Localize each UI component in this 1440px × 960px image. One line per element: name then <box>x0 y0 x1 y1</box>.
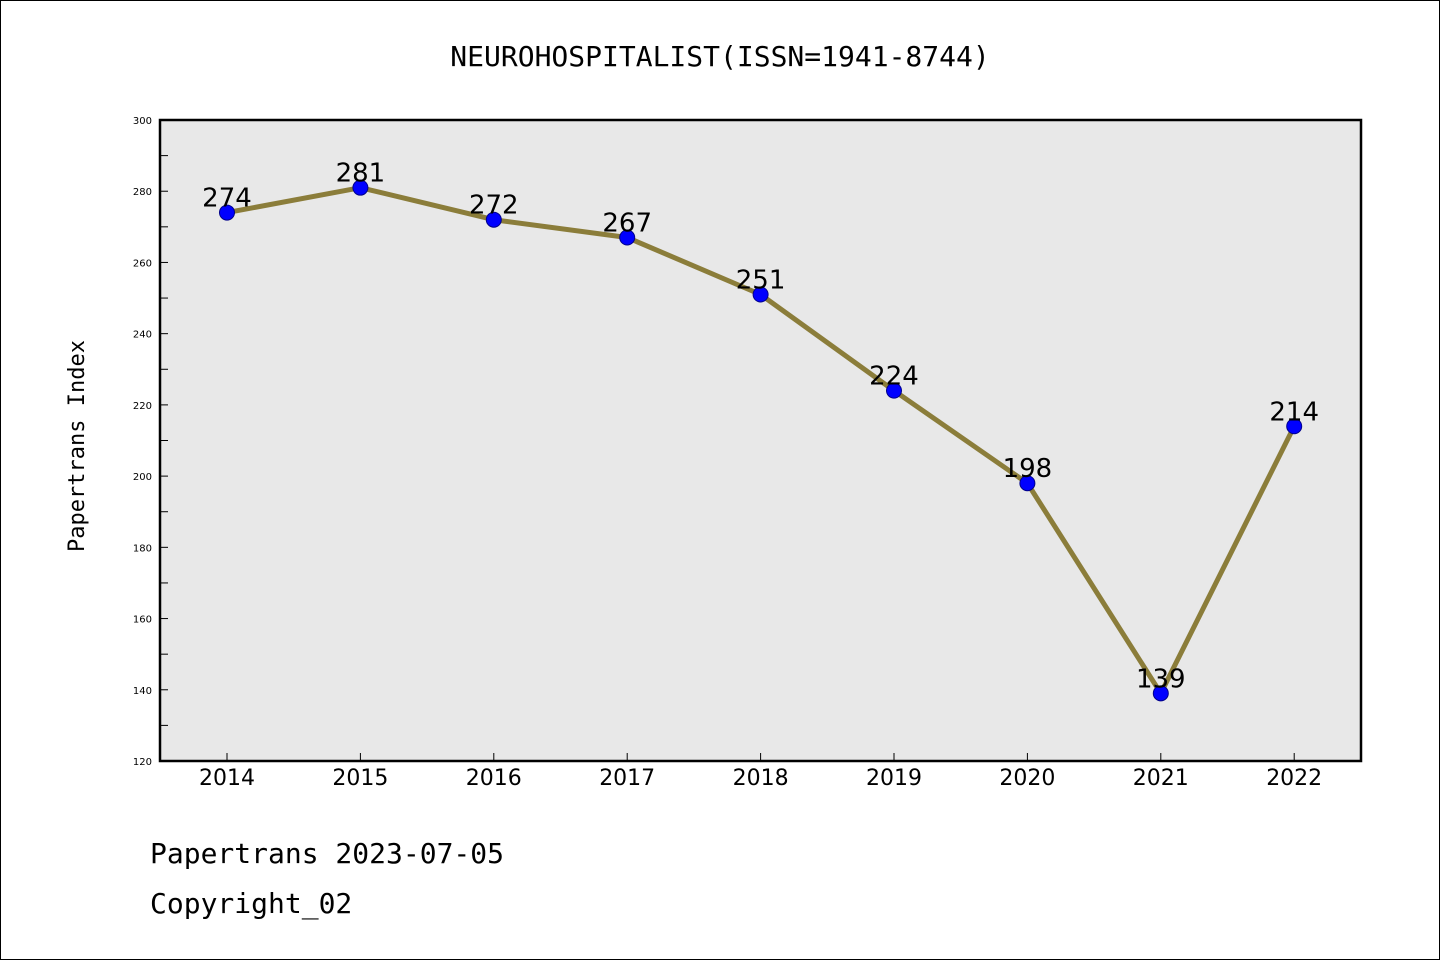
data-label: 198 <box>1003 454 1053 484</box>
data-point <box>1286 418 1303 435</box>
data-label: 224 <box>869 362 919 392</box>
data-label: 281 <box>336 159 386 189</box>
x-tick-label: 2014 <box>199 766 255 791</box>
data-point <box>219 204 235 221</box>
chart-title: NEUROHOSPITALIST(ISSN=1941-8744) <box>450 40 989 73</box>
y-tick-label: 240 <box>133 330 152 341</box>
x-tick-label: 2015 <box>332 766 388 791</box>
data-point <box>752 286 769 303</box>
data-labels: 274 281 272 267 251 224 198 139 214 <box>202 159 1319 695</box>
data-markers <box>219 179 1303 702</box>
footer-date: Papertrans 2023-07-05 <box>150 837 504 870</box>
x-tick-label: 2017 <box>599 766 655 791</box>
data-label: 274 <box>202 184 252 214</box>
y-tick-label: 220 <box>133 401 152 412</box>
x-tick-label: 2019 <box>866 766 922 791</box>
y-tick-label: 300 <box>133 116 152 127</box>
y-axis-label: Papertrans Index <box>65 340 90 552</box>
y-tick-label: 120 <box>133 757 152 768</box>
x-tick-label: 2016 <box>466 766 522 791</box>
data-point <box>1152 685 1169 702</box>
data-label: 139 <box>1136 664 1186 694</box>
data-point <box>619 229 636 246</box>
data-label: 267 <box>602 209 652 239</box>
x-tick-label: 2020 <box>999 766 1055 791</box>
x-axis: 2014 2015 2016 2017 2018 2019 2020 2021 2022 <box>199 753 1322 791</box>
x-tick-label: 2021 <box>1133 766 1189 791</box>
y-tick-label: 180 <box>133 543 152 554</box>
x-tick-label: 2018 <box>733 766 789 791</box>
data-point <box>886 382 902 399</box>
x-tick-label: 2022 <box>1266 766 1322 791</box>
y-tick-label: 280 <box>133 187 152 198</box>
data-point <box>352 179 369 196</box>
data-label: 251 <box>736 265 786 295</box>
y-tick-label: 160 <box>133 615 152 626</box>
data-point <box>485 211 502 228</box>
y-tick-label: 200 <box>133 472 152 483</box>
y-tick-label: 260 <box>133 258 152 269</box>
y-tick-label: 140 <box>133 686 152 697</box>
data-label: 214 <box>1269 397 1319 427</box>
plot-area <box>158 118 1363 763</box>
footer-copyright: Copyright_02 <box>150 887 352 921</box>
y-axis: 120 140 160 180 200 220 240 260 280 300 <box>133 116 168 768</box>
data-point <box>1019 475 1036 492</box>
data-label: 272 <box>469 191 519 221</box>
